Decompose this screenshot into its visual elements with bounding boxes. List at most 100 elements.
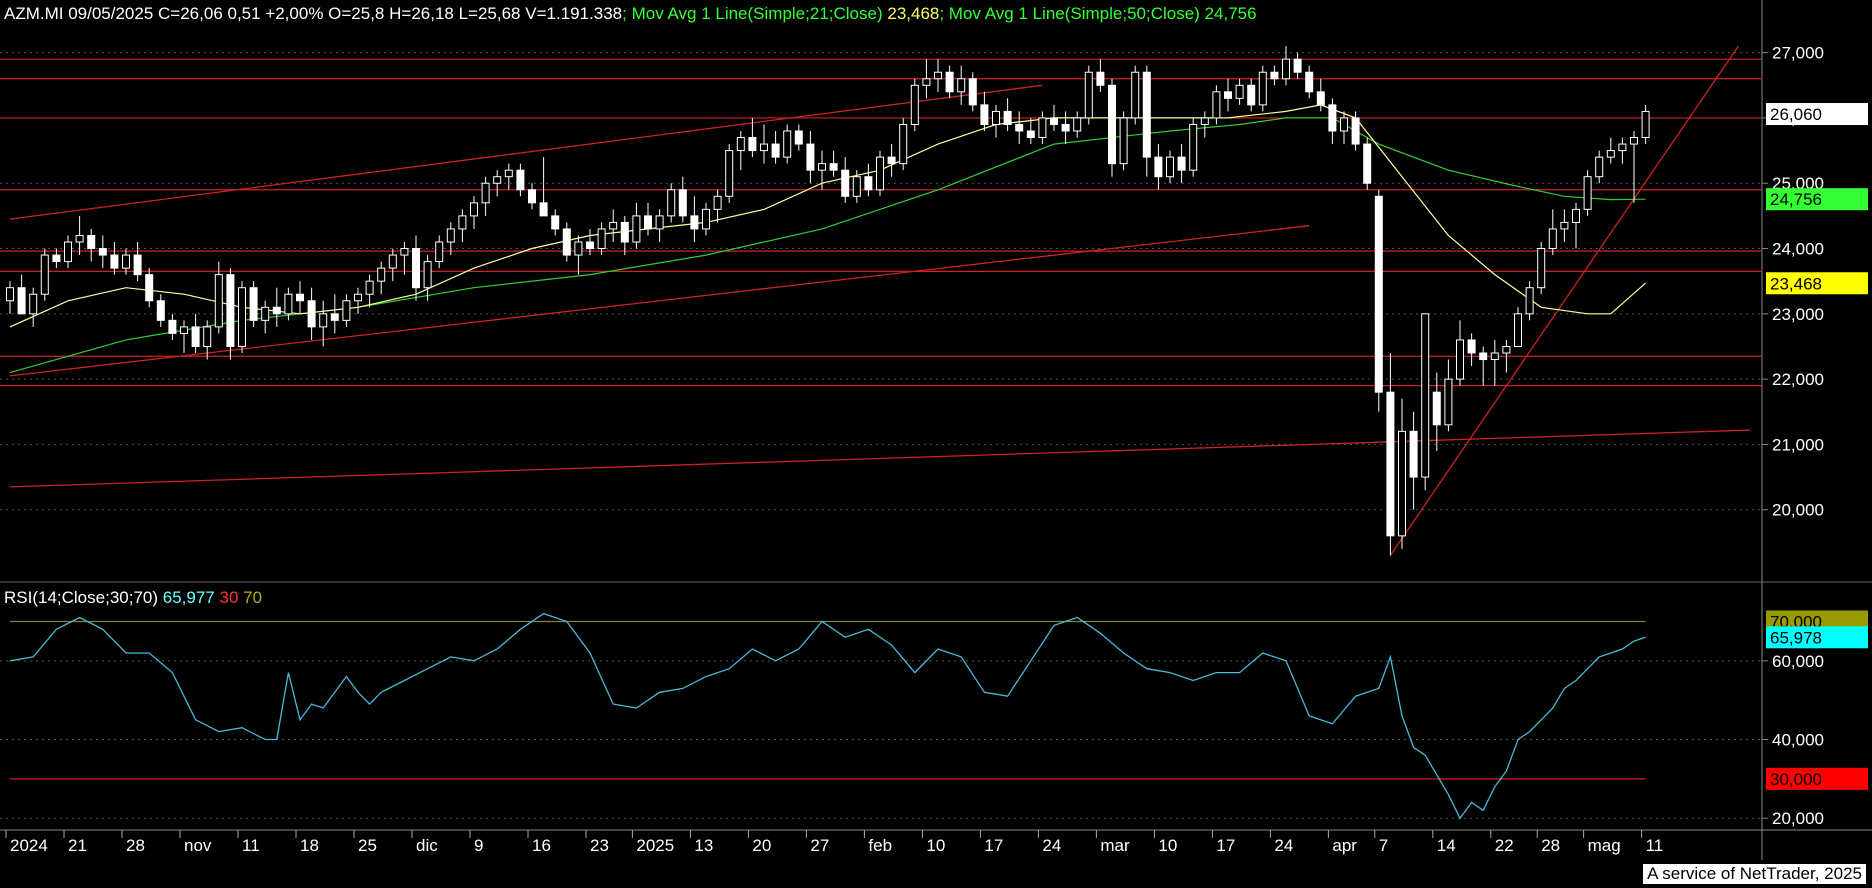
price-tick-label: 20,000	[1772, 501, 1824, 520]
x-tick-label: 13	[694, 836, 713, 855]
candle-body	[133, 254, 142, 276]
candle-body	[504, 169, 513, 178]
candle	[1212, 85, 1221, 125]
candle-body	[899, 123, 908, 165]
candle-body	[818, 163, 826, 171]
candle	[620, 215, 629, 256]
candle	[887, 144, 896, 177]
candle-body	[725, 150, 734, 197]
candle	[1282, 46, 1290, 86]
price-label-bg	[1766, 188, 1868, 211]
candle-body	[272, 306, 281, 315]
x-tick-label: 28	[1541, 836, 1560, 855]
candle	[6, 281, 14, 314]
candle	[1548, 209, 1557, 256]
candle	[1177, 144, 1186, 184]
candle	[644, 202, 652, 236]
candle	[1235, 78, 1244, 105]
candle-body	[191, 326, 200, 347]
candle-body	[1374, 195, 1383, 393]
candle	[1340, 111, 1348, 145]
candle	[1467, 333, 1476, 367]
candle-body	[145, 274, 154, 302]
price-label-bg	[1766, 103, 1868, 126]
candle-body	[1073, 117, 1082, 132]
ma50-label: ; Mov Avg 1 Line(Simple;50;Close)	[939, 4, 1200, 23]
candle-body	[1444, 378, 1453, 426]
candle-body	[516, 169, 525, 191]
candle-body	[1630, 137, 1638, 145]
trendline	[9, 84, 1043, 220]
rsi-last-label-bg	[1766, 626, 1868, 649]
candle-body	[620, 221, 629, 243]
candle-body	[1560, 221, 1569, 230]
candle-body	[180, 326, 188, 334]
candle	[1641, 104, 1650, 145]
candle	[377, 261, 386, 295]
candle	[1572, 202, 1580, 249]
x-tick-label: mag	[1588, 836, 1621, 855]
candle	[934, 59, 942, 92]
candle	[597, 222, 606, 256]
candle-body	[319, 313, 328, 328]
candle-body	[435, 241, 444, 263]
candle	[64, 235, 72, 269]
candle-body	[1119, 117, 1128, 165]
candle-body	[1641, 110, 1650, 139]
candle	[423, 255, 432, 301]
candle-body	[40, 254, 49, 295]
price-label: 26,060	[1770, 105, 1822, 124]
candle	[725, 144, 734, 203]
candle-body	[365, 280, 374, 295]
x-tick-label: 17	[984, 836, 1003, 855]
candle	[110, 242, 119, 275]
candle	[852, 170, 861, 203]
candle-body	[864, 176, 873, 191]
candle	[864, 163, 873, 197]
candle-body	[910, 84, 919, 125]
candle	[713, 189, 722, 223]
candle-body	[1502, 345, 1511, 354]
candle-body	[1142, 71, 1151, 158]
candle	[667, 183, 676, 223]
rsi-level-label-bg	[1766, 767, 1868, 790]
candle	[1015, 111, 1024, 145]
candle	[1630, 131, 1638, 203]
price-label-bg	[1766, 272, 1868, 295]
candle-body	[1224, 91, 1232, 99]
candle-body	[632, 215, 641, 243]
candle-body	[736, 137, 745, 152]
candle-body	[597, 228, 606, 250]
candle-body	[354, 293, 362, 302]
candle	[1444, 359, 1453, 432]
candle-body	[713, 195, 722, 210]
candle	[1154, 144, 1163, 190]
candle	[910, 78, 919, 131]
candle-body	[1316, 91, 1325, 106]
candle-body	[1618, 143, 1627, 152]
candle	[1258, 65, 1267, 112]
candle-body	[1189, 123, 1198, 171]
candle-body	[261, 306, 270, 321]
candle	[493, 170, 502, 197]
candle-body	[678, 189, 687, 217]
candle	[470, 196, 478, 229]
candle-body	[342, 300, 351, 321]
candle-body	[1200, 117, 1209, 125]
candle	[1061, 111, 1070, 145]
candle-body	[1479, 352, 1488, 361]
x-tick-label: 24	[1042, 836, 1061, 855]
candle-body	[1305, 71, 1314, 93]
candle	[1096, 59, 1105, 92]
candle	[354, 287, 362, 314]
candle	[748, 117, 757, 158]
candle-body	[957, 78, 966, 93]
candle-body	[156, 300, 165, 321]
candle	[1328, 98, 1337, 145]
x-tick-label: 18	[300, 836, 319, 855]
candle-body	[1247, 84, 1256, 106]
candle-body	[87, 234, 96, 250]
candle	[760, 124, 768, 164]
x-tick-label: feb	[868, 836, 892, 855]
